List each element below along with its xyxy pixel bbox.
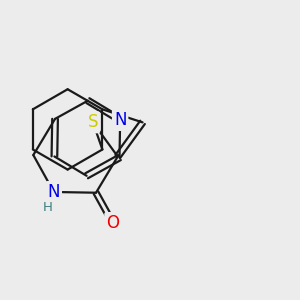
Text: H: H (43, 201, 52, 214)
Text: N: N (114, 111, 126, 129)
Text: N: N (47, 183, 60, 201)
Text: O: O (106, 214, 119, 232)
Text: S: S (88, 113, 98, 131)
